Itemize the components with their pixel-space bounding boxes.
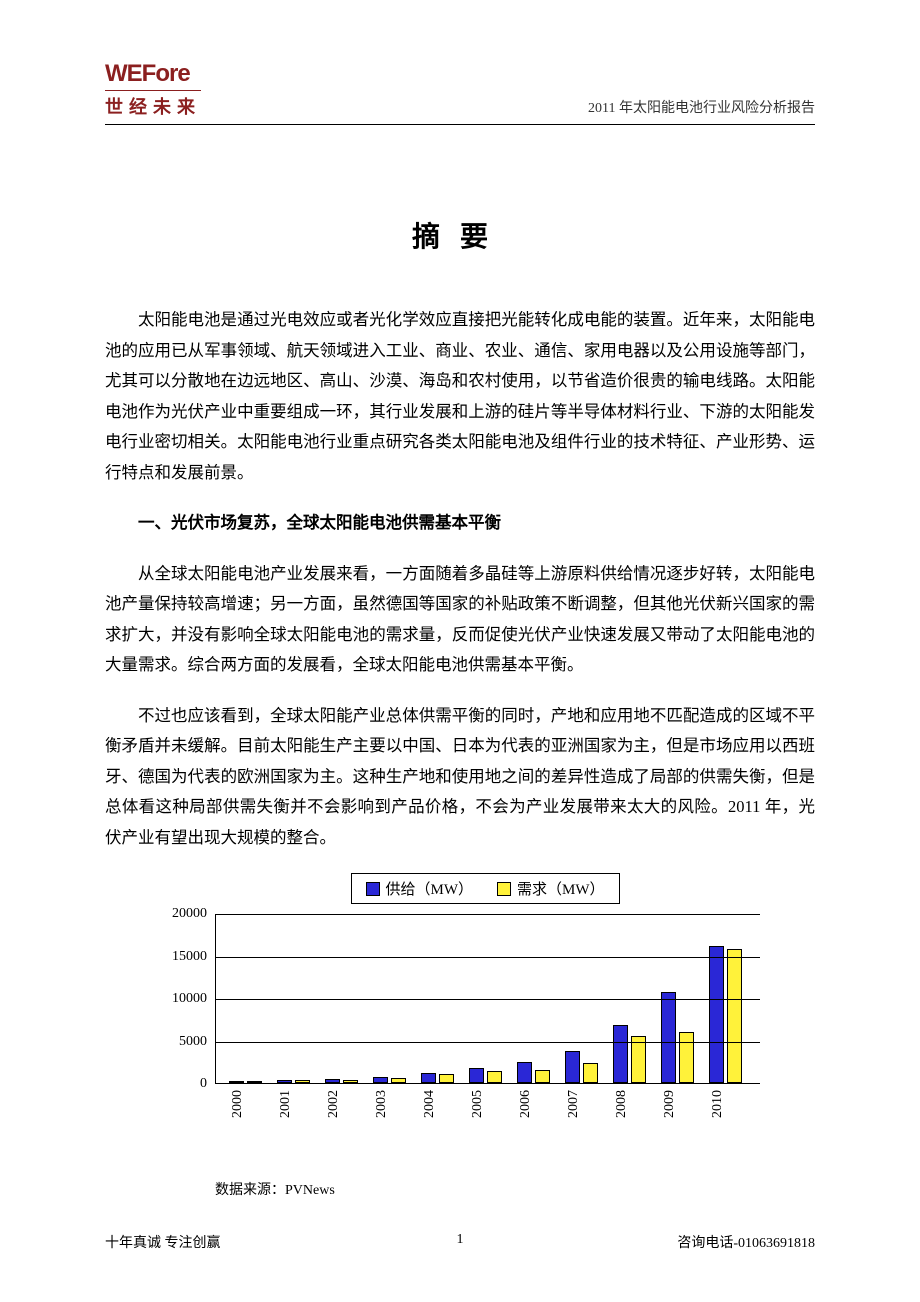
logo-english: WEFore bbox=[105, 60, 201, 88]
paragraph-3: 不过也应该看到，全球太阳能产业总体供需平衡的同时，产地和应用地不匹配造成的区域不… bbox=[105, 701, 815, 854]
supply-bar bbox=[325, 1079, 340, 1084]
chart-plot-area bbox=[215, 914, 760, 1084]
footer-left: 十年真诚 专注创赢 bbox=[105, 1232, 221, 1252]
supply-bar bbox=[517, 1062, 532, 1083]
document-page: WEFore 世经未来 2011 年太阳能电池行业风险分析报告 摘要 太阳能电池… bbox=[0, 0, 920, 1302]
abstract-title: 摘要 bbox=[105, 215, 815, 255]
demand-bar bbox=[727, 949, 742, 1083]
supply-bar bbox=[469, 1068, 484, 1083]
supply-bar bbox=[421, 1073, 436, 1083]
supply-bar bbox=[373, 1077, 388, 1083]
grid-line bbox=[216, 999, 760, 1000]
paragraph-intro: 太阳能电池是通过光电效应或者光化学效应直接把光能转化成电能的装置。近年来，太阳能… bbox=[105, 305, 815, 488]
chart-source: 数据来源：PVNews bbox=[215, 1179, 815, 1199]
legend-label-demand: 需求（MW） bbox=[517, 878, 605, 899]
y-tick-label: 10000 bbox=[172, 991, 207, 1007]
x-tick-label: 2001 bbox=[276, 1090, 324, 1130]
demand-bar bbox=[343, 1080, 358, 1084]
legend-item-demand: 需求（MW） bbox=[497, 878, 605, 899]
legend-swatch-demand bbox=[497, 882, 511, 896]
grid-line bbox=[216, 957, 760, 958]
x-tick-label: 2008 bbox=[612, 1090, 660, 1130]
supply-bar bbox=[661, 992, 676, 1083]
x-tick-label: 2000 bbox=[228, 1090, 276, 1130]
supply-demand-chart: 供给（MW） 需求（MW） 05000100001500020000 20002… bbox=[155, 873, 815, 1199]
footer-right: 咨询电话-01063691818 bbox=[677, 1232, 815, 1252]
demand-bar bbox=[679, 1032, 694, 1083]
supply-bar bbox=[565, 1051, 580, 1083]
y-tick-label: 0 bbox=[200, 1076, 207, 1092]
page-footer: 十年真诚 专注创赢 1 咨询电话-01063691818 bbox=[105, 1232, 815, 1252]
legend-label-supply: 供给（MW） bbox=[386, 878, 474, 899]
demand-bar bbox=[391, 1078, 406, 1083]
brand-logo: WEFore 世经未来 bbox=[105, 60, 201, 119]
demand-bar bbox=[487, 1071, 502, 1083]
x-tick-label: 2006 bbox=[516, 1090, 564, 1130]
y-tick-label: 20000 bbox=[172, 906, 207, 922]
page-header: WEFore 世经未来 2011 年太阳能电池行业风险分析报告 bbox=[105, 60, 815, 125]
x-axis-labels: 2000200120022003200420052006200720082009… bbox=[215, 1090, 760, 1130]
grid-line bbox=[216, 914, 760, 915]
x-tick-label: 2003 bbox=[372, 1090, 420, 1130]
paragraph-2: 从全球太阳能电池产业发展来看，一方面随着多晶硅等上游原料供给情况逐步好转，太阳能… bbox=[105, 559, 815, 681]
y-axis-labels: 05000100001500020000 bbox=[149, 914, 207, 1084]
demand-bar bbox=[535, 1070, 550, 1084]
x-tick-label: 2004 bbox=[420, 1090, 468, 1130]
header-report-title: 2011 年太阳能电池行业风险分析报告 bbox=[588, 97, 815, 119]
demand-bar bbox=[439, 1074, 454, 1083]
supply-bar bbox=[613, 1025, 628, 1084]
demand-bar bbox=[247, 1081, 262, 1083]
x-tick-label: 2002 bbox=[324, 1090, 372, 1130]
supply-bar bbox=[709, 946, 724, 1084]
x-tick-label: 2009 bbox=[660, 1090, 708, 1130]
demand-bar bbox=[631, 1036, 646, 1084]
demand-bar bbox=[583, 1063, 598, 1083]
x-tick-label: 2010 bbox=[708, 1090, 756, 1130]
legend-swatch-supply bbox=[366, 882, 380, 896]
footer-page-number: 1 bbox=[457, 1232, 464, 1248]
logo-chinese: 世经未来 bbox=[105, 90, 201, 119]
x-tick-label: 2007 bbox=[564, 1090, 612, 1130]
legend-item-supply: 供给（MW） bbox=[366, 878, 474, 899]
section-heading-1: 一、光伏市场复苏，全球太阳能电池供需基本平衡 bbox=[105, 508, 815, 539]
x-tick-label: 2005 bbox=[468, 1090, 516, 1130]
y-tick-label: 5000 bbox=[179, 1034, 207, 1050]
demand-bar bbox=[295, 1080, 310, 1083]
chart-legend: 供给（MW） 需求（MW） bbox=[351, 873, 620, 904]
supply-bar bbox=[229, 1081, 244, 1083]
supply-bar bbox=[277, 1080, 292, 1083]
chart-area: 05000100001500020000 2000200120022003200… bbox=[155, 914, 775, 1124]
y-tick-label: 15000 bbox=[172, 949, 207, 965]
grid-line bbox=[216, 1042, 760, 1043]
